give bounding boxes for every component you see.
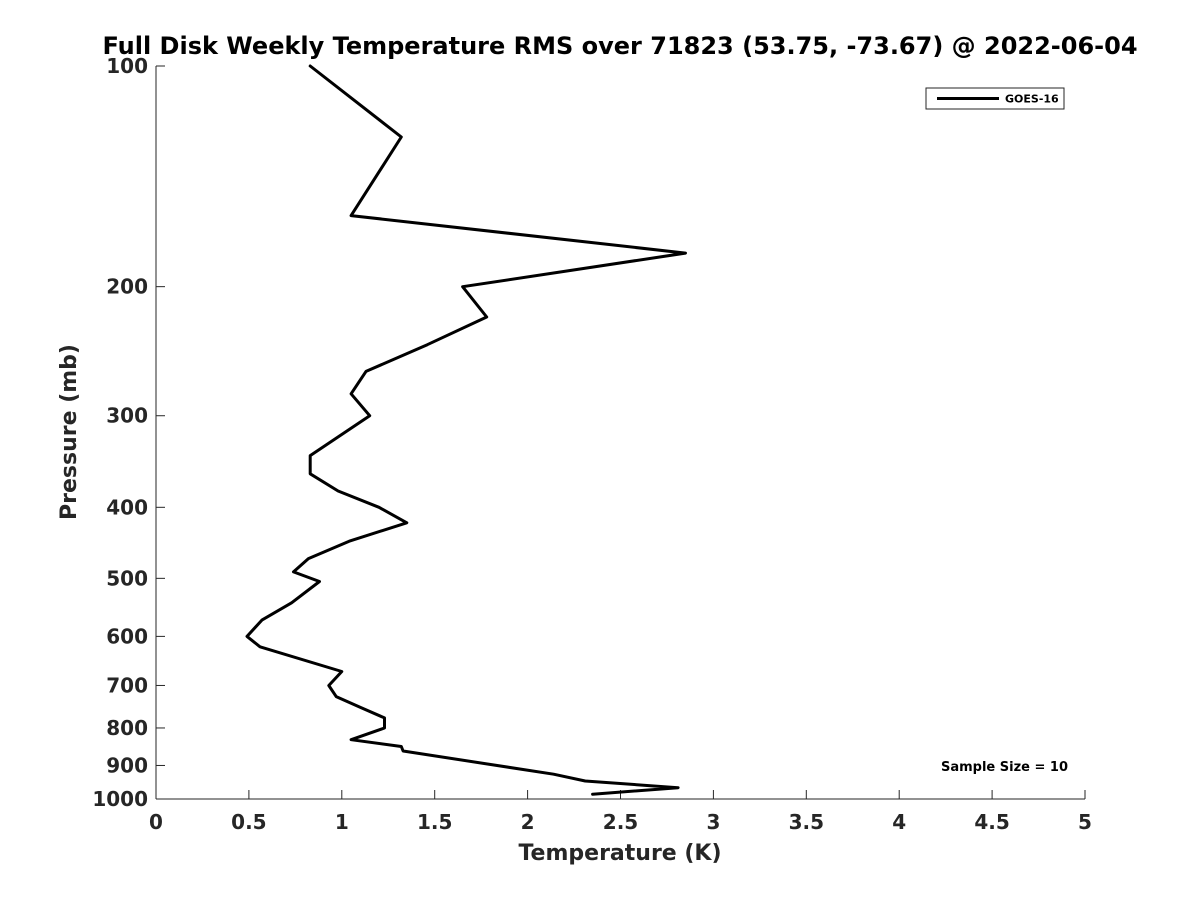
x-tick-label: 4 xyxy=(892,810,906,834)
x-axis-label: Temperature (K) xyxy=(518,841,721,866)
y-tick-label: 1000 xyxy=(92,787,148,811)
x-tick-label: 1 xyxy=(335,810,349,834)
x-tick-label: 5 xyxy=(1078,810,1092,834)
x-tick-label: 3.5 xyxy=(789,810,824,834)
y-axis-label: Pressure (mb) xyxy=(57,344,82,520)
sample-size-annotation: Sample Size = 10 xyxy=(941,760,1068,775)
y-tick-label: 100 xyxy=(106,54,148,78)
y-tick-label: 800 xyxy=(106,716,148,740)
series-line-goes-16 xyxy=(245,64,687,796)
x-tick-label: 3 xyxy=(706,810,720,834)
legend: GOES-16 xyxy=(925,87,1065,110)
x-tick-label: 2 xyxy=(521,810,535,834)
y-tick-label: 300 xyxy=(106,404,148,428)
series-layer xyxy=(245,64,687,796)
y-tick-label: 700 xyxy=(106,673,148,697)
legend-label-goes-16: GOES-16 xyxy=(1005,93,1059,106)
y-tick-label: 900 xyxy=(106,753,148,777)
x-tick-label: 4.5 xyxy=(974,810,1009,834)
x-axis-ticks: 0 0.5 1 1.5 2 2.5 3 3.5 4 4.5 5 xyxy=(149,790,1092,834)
y-tick-label: 600 xyxy=(106,624,148,648)
x-tick-label: 0 xyxy=(149,810,163,834)
x-tick-label: 2.5 xyxy=(603,810,638,834)
y-tick-label: 200 xyxy=(106,275,148,299)
chart-title: Full Disk Weekly Temperature RMS over 71… xyxy=(102,32,1137,60)
y-tick-label: 500 xyxy=(106,566,148,590)
x-tick-label: 1.5 xyxy=(417,810,452,834)
x-tick-label: 0.5 xyxy=(231,810,266,834)
y-tick-label: 400 xyxy=(106,495,148,519)
y-axis-ticks: 100 200 300 400 500 600 700 800 900 1000 xyxy=(92,54,165,811)
plot-area xyxy=(155,66,1085,800)
